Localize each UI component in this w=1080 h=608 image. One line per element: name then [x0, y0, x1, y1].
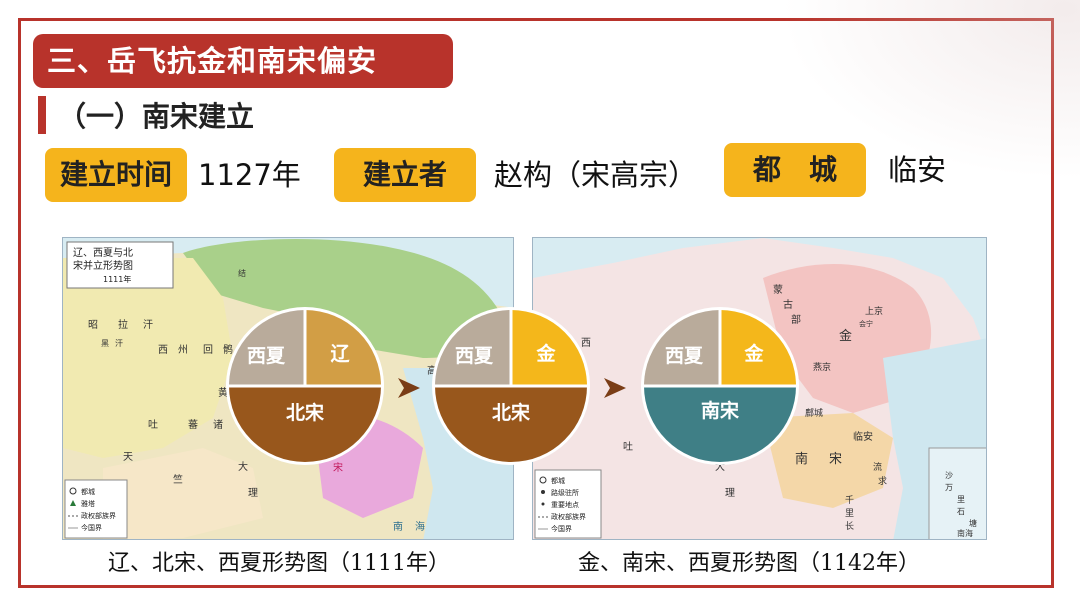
- time-value: 1127年: [198, 158, 301, 192]
- map2-label-2: 古: [783, 298, 793, 311]
- map1-label-5: 回: [203, 344, 213, 356]
- subtitle-text: （一）南宋建立: [58, 100, 255, 133]
- map2-label-22: 里: [957, 495, 965, 504]
- map1-legend-2: 政权部族界: [81, 511, 116, 520]
- map-jin-southsong-xixia: 都城 路级驻所 重要地点 政权部族界 今国界 西 蒙 古 部 上京 会宁 金 燕…: [532, 237, 987, 540]
- slide-frame: [18, 18, 1054, 588]
- map2-label-3: 部: [791, 313, 801, 326]
- map1-legend-0: 都城: [81, 488, 95, 496]
- map2-legend-1: 路级驻所: [551, 488, 579, 497]
- map2-label-23: 石: [957, 507, 965, 516]
- map2-label-16: 求: [878, 475, 887, 487]
- capital-label: 都 城: [724, 143, 866, 197]
- map2-legend-0: 都城: [551, 477, 565, 485]
- map2-label-5: 会宁: [859, 319, 873, 328]
- map1-label-10: 蕃: [188, 419, 198, 431]
- map2-label-21: 万: [945, 483, 953, 492]
- map1-box-title-1: 辽、西夏与北: [73, 247, 133, 259]
- map1-label-18: 南: [393, 520, 403, 533]
- map2-label-24: 塘: [969, 518, 977, 528]
- info-row: 建立时间 1127年 建立者 赵构（宋高宗） 都 城 临安: [0, 143, 1080, 202]
- map1-label-8: 汗: [115, 339, 123, 348]
- map2-label-6: 金: [839, 328, 852, 344]
- section-subtitle: （一）南宋建立: [38, 96, 254, 134]
- map2-legend-4: 今国界: [551, 524, 572, 533]
- map2-label-11: 宋: [829, 452, 842, 467]
- map1-label-6: 鹘: [223, 343, 233, 356]
- map1-label-4: 州: [178, 344, 188, 356]
- map1-legend-3: 今国界: [81, 523, 102, 532]
- map1-svg: 辽、西夏与北 宋并立形势图 1111年 都城 雅塔 政权部族界 今国界 昭 拉 …: [63, 238, 513, 539]
- map2-label-18: 里: [845, 508, 854, 519]
- capital-value: 临安: [888, 153, 947, 187]
- map2-label-10: 南: [795, 451, 808, 467]
- map1-label-3: 西: [158, 345, 168, 356]
- map2-legend-3: 政权部族界: [551, 512, 586, 521]
- founder-value: 赵构（宋高宗）: [494, 158, 698, 192]
- map1-label-2: 汗: [143, 318, 153, 331]
- map1-label-9: 吐: [148, 419, 158, 431]
- map1-label-15: 大: [238, 460, 248, 473]
- map2-label-9: 临安: [853, 430, 873, 443]
- map1-label-13: 天: [123, 452, 133, 463]
- map1-label-12: 黄: [218, 386, 228, 399]
- map1-legend-1: 雅塔: [81, 499, 95, 508]
- map2-label-13: 理: [725, 487, 735, 499]
- map2-label-17: 千: [845, 495, 854, 506]
- map2-label-12: 大: [715, 460, 725, 473]
- map2-label-4: 上京: [865, 305, 883, 317]
- map2-legend-2: 重要地点: [551, 500, 579, 509]
- map1-label-17: 宋: [333, 461, 343, 474]
- map1-label-19: 海: [415, 520, 425, 533]
- map2-label-25: 南海: [957, 528, 973, 538]
- map1-label-21: 高: [427, 364, 437, 377]
- slide-title: 三、岳飞抗金和南宋偏安: [33, 34, 453, 88]
- map2-label-8: 鄜城: [805, 407, 823, 419]
- map1-label-20: 结: [238, 268, 246, 278]
- map1-label-16: 理: [248, 487, 258, 499]
- map1-caption: 辽、北宋、西夏形势图（1111年）: [108, 551, 450, 576]
- map1-box-title-2: 宋并立形势图: [73, 259, 133, 272]
- map2-label-14: 吐: [623, 441, 633, 453]
- map1-label-7: 黑: [101, 339, 109, 348]
- time-label: 建立时间: [45, 148, 187, 202]
- map2-label-7: 燕京: [813, 361, 831, 373]
- map2-label-0: 西: [581, 338, 591, 349]
- map1-label-0: 昭: [88, 319, 98, 331]
- map1-label-1: 拉: [118, 318, 128, 331]
- map2-label-19: 长: [845, 520, 854, 532]
- map2-label-1: 蒙: [773, 283, 783, 296]
- map1-box-year: 1111年: [103, 274, 131, 284]
- map1-label-11: 诸: [213, 419, 223, 431]
- map2-caption: 金、南宋、西夏形势图（1142年）: [578, 551, 920, 576]
- founder-label: 建立者: [334, 148, 476, 202]
- subtitle-marker: [38, 96, 46, 134]
- map2-svg: 都城 路级驻所 重要地点 政权部族界 今国界 西 蒙 古 部 上京 会宁 金 燕…: [533, 238, 986, 539]
- map2-label-20: 沙: [945, 471, 953, 480]
- map-liao-northsong-xixia: 辽、西夏与北 宋并立形势图 1111年 都城 雅塔 政权部族界 今国界 昭 拉 …: [62, 237, 514, 540]
- map1-label-14: 竺: [173, 473, 183, 486]
- map2-label-15: 流: [873, 461, 882, 473]
